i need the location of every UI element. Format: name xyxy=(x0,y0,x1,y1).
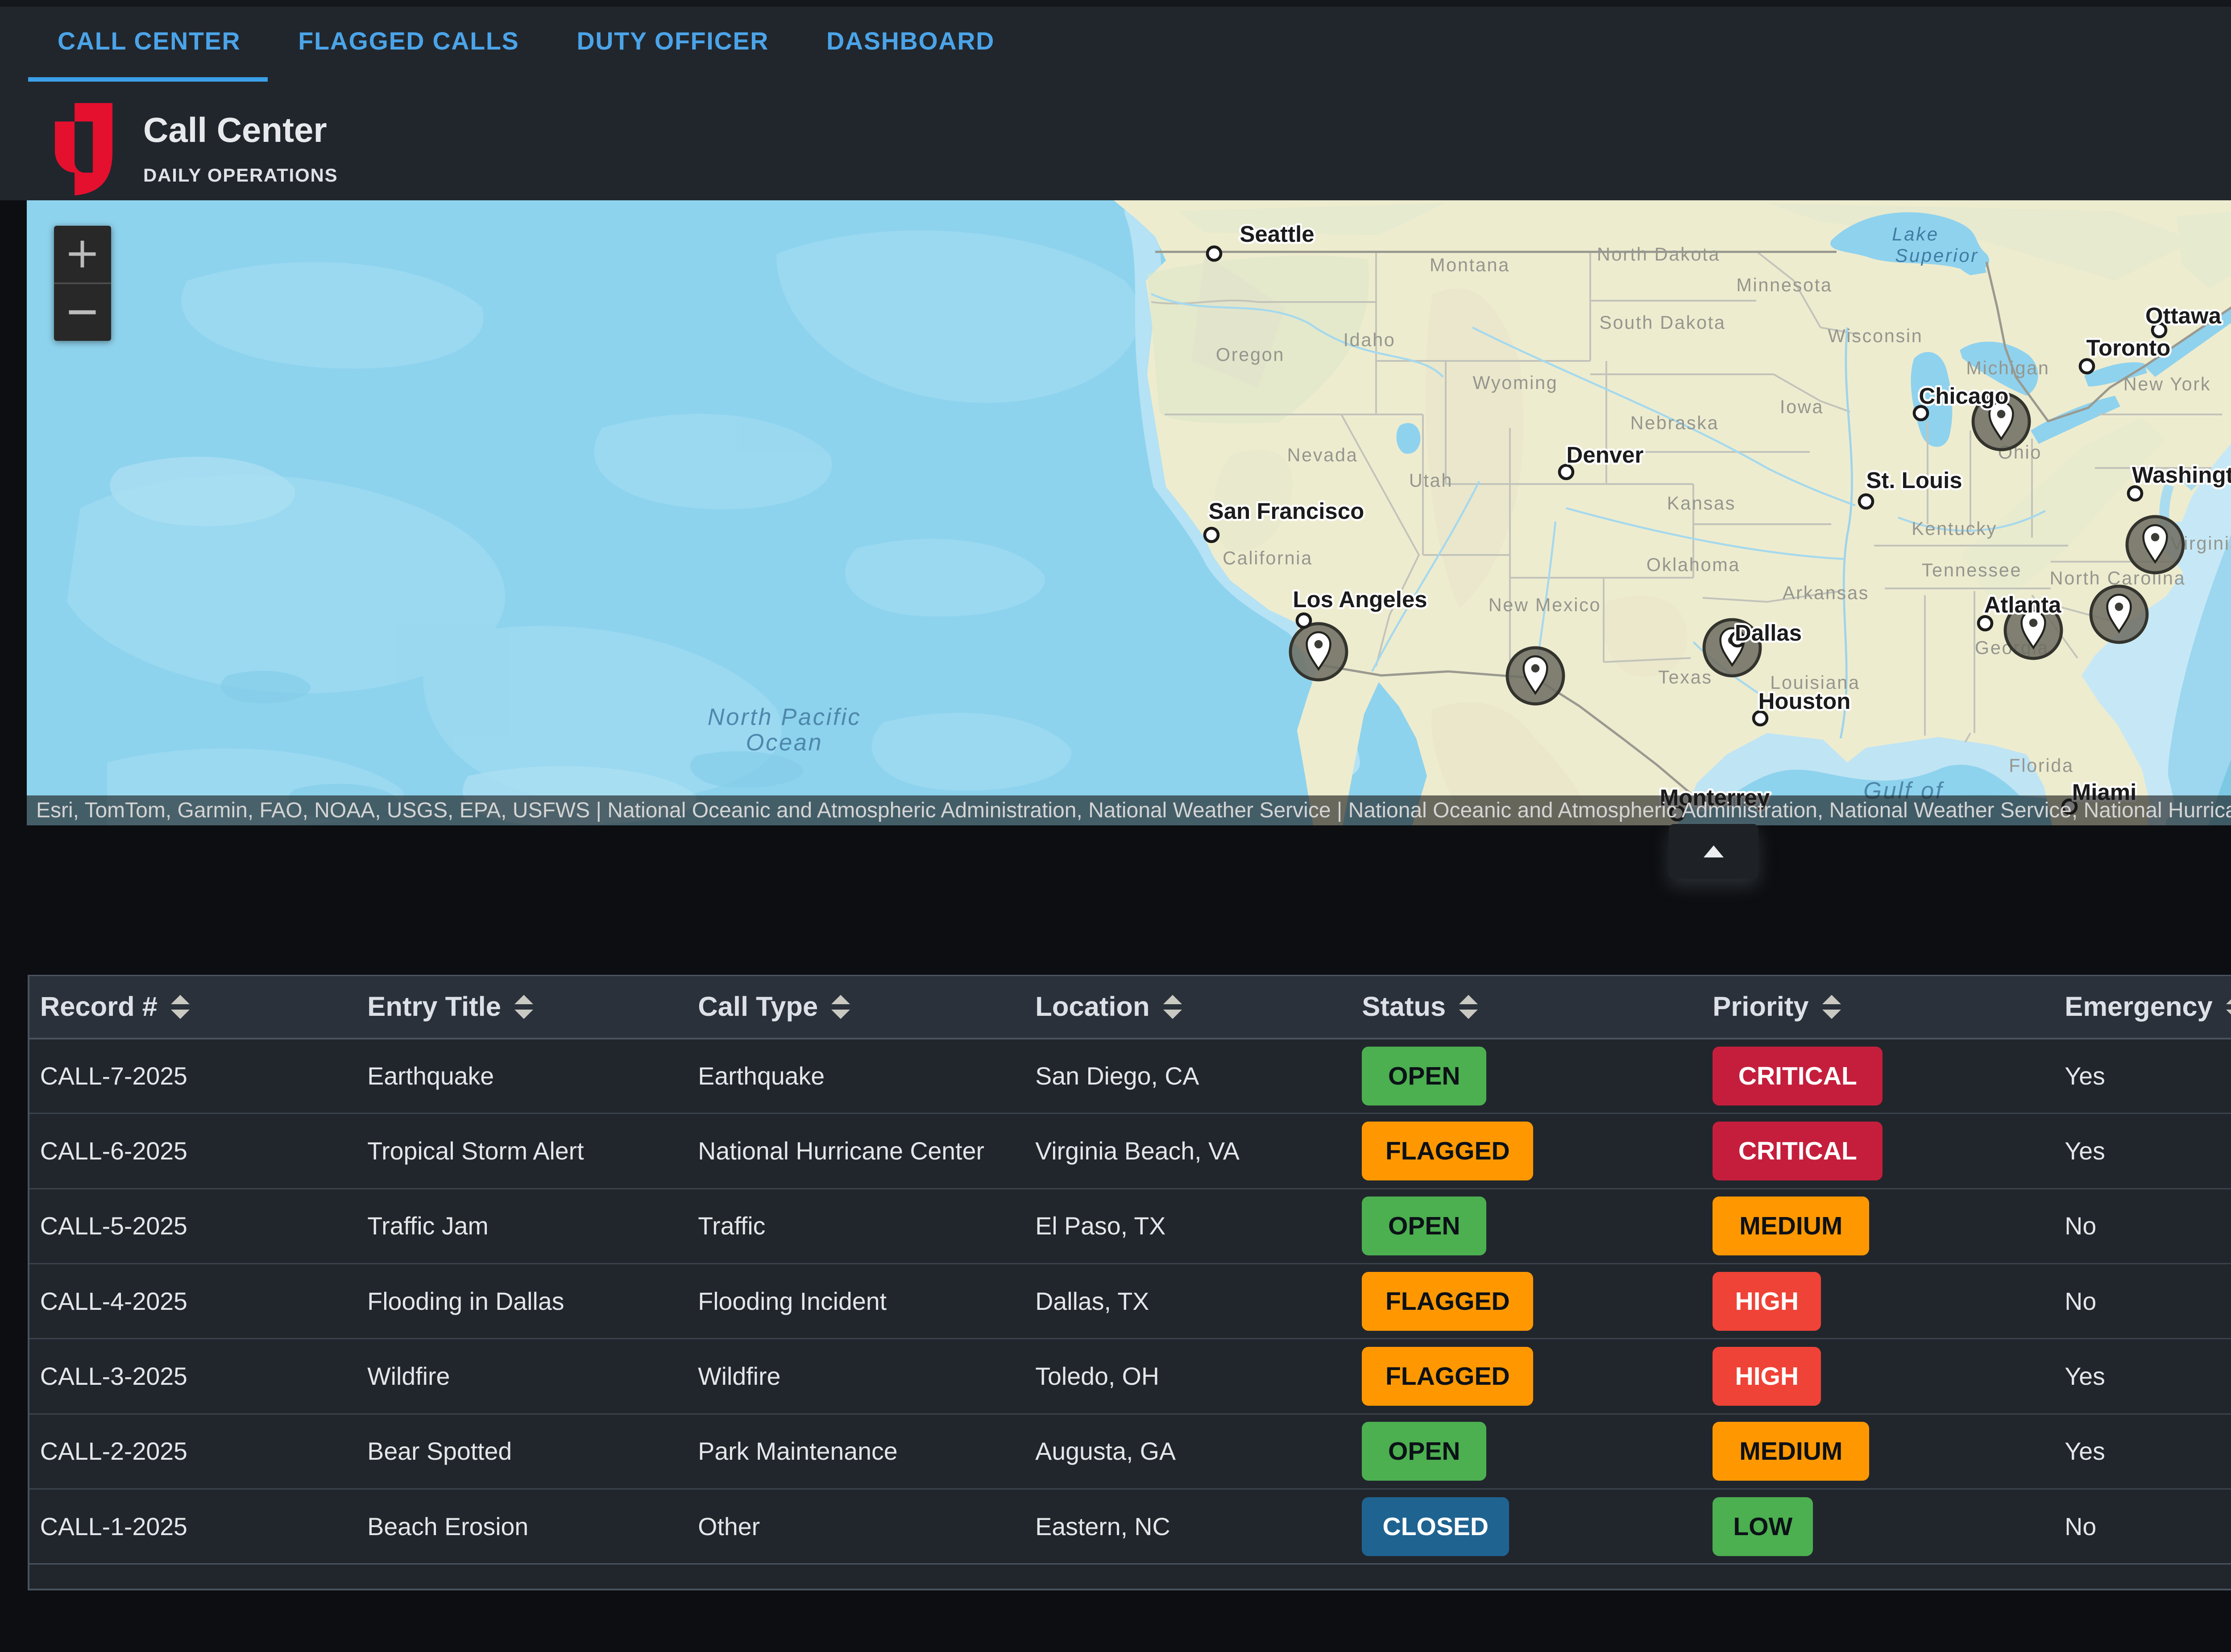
svg-text:Texas: Texas xyxy=(1658,667,1713,687)
svg-text:Washington: Washington xyxy=(2132,462,2231,488)
svg-text:Arkansas: Arkansas xyxy=(1783,583,1869,603)
svg-text:Oklahoma: Oklahoma xyxy=(1646,555,1740,575)
svg-text:Denver: Denver xyxy=(1567,442,1644,468)
svg-text:Nebraska: Nebraska xyxy=(1630,413,1719,433)
svg-text:Ottawa: Ottawa xyxy=(2145,303,2222,328)
svg-text:Lake: Lake xyxy=(1892,224,1939,244)
svg-text:Chicago: Chicago xyxy=(1919,383,2008,409)
svg-text:St. Louis: St. Louis xyxy=(1866,468,1962,493)
svg-text:Iowa: Iowa xyxy=(1780,397,1824,417)
svg-text:Kansas: Kansas xyxy=(1667,493,1736,513)
svg-text:Superior: Superior xyxy=(1895,245,1979,266)
svg-text:Houston: Houston xyxy=(1758,688,1851,714)
svg-text:Seattle: Seattle xyxy=(1240,221,1314,247)
svg-text:Utah: Utah xyxy=(1409,470,1453,491)
svg-text:Los Angeles: Los Angeles xyxy=(1293,587,1427,612)
svg-text:Kentucky: Kentucky xyxy=(1912,518,1997,539)
svg-text:Atlanta: Atlanta xyxy=(1984,592,2061,617)
svg-text:Minnesota: Minnesota xyxy=(1736,275,1832,295)
svg-text:Montana: Montana xyxy=(1430,255,1510,275)
svg-text:Idaho: Idaho xyxy=(1343,330,1395,350)
svg-text:Toronto: Toronto xyxy=(2086,335,2171,360)
svg-text:Wisconsin: Wisconsin xyxy=(1828,326,1923,346)
svg-text:Oregon: Oregon xyxy=(1216,344,1285,365)
svg-text:Tennessee: Tennessee xyxy=(1922,560,2022,580)
svg-text:San Francisco: San Francisco xyxy=(1209,498,1364,524)
svg-text:Michigan: Michigan xyxy=(1966,358,2049,378)
svg-text:North Dakota: North Dakota xyxy=(1597,244,1720,265)
svg-text:California: California xyxy=(1223,548,1313,568)
svg-text:New Mexico: New Mexico xyxy=(1489,595,1601,615)
svg-text:New York: New York xyxy=(2123,374,2211,394)
svg-text:Dallas: Dallas xyxy=(1735,620,1802,646)
svg-text:North Pacific: North Pacific xyxy=(708,704,861,730)
svg-text:South Dakota: South Dakota xyxy=(1599,312,1725,333)
svg-text:Florida: Florida xyxy=(2009,755,2073,776)
svg-text:Louisiana: Louisiana xyxy=(1770,672,1860,693)
svg-text:Wyoming: Wyoming xyxy=(1472,373,1558,393)
svg-text:Nevada: Nevada xyxy=(1287,445,1358,465)
svg-text:Ocean: Ocean xyxy=(746,729,823,756)
